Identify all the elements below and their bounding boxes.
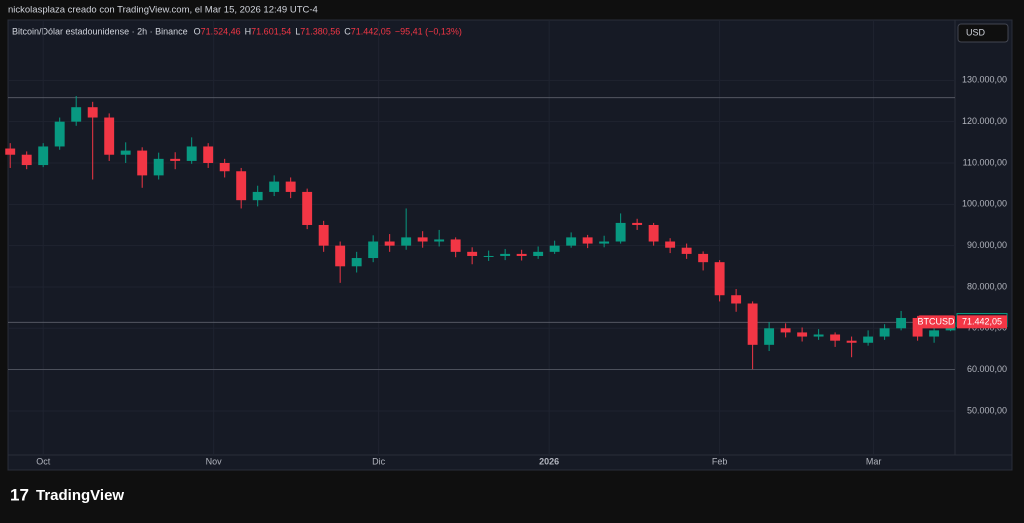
candle-body	[681, 247, 692, 254]
legend-key: H	[245, 26, 252, 36]
legend-key: C	[344, 26, 351, 36]
candle-body	[186, 146, 197, 161]
chart-panel	[7, 19, 1013, 471]
x-tick-label: Dic	[372, 456, 385, 466]
candle-body	[797, 332, 808, 337]
candle-body	[120, 150, 131, 155]
candle-body	[401, 237, 412, 246]
candle-body	[714, 262, 725, 296]
last-price-label: 71.442,05	[962, 317, 1002, 327]
y-tick-label: 50.000,00	[967, 405, 1007, 415]
currency-button[interactable]	[957, 23, 1009, 43]
candle-body	[533, 251, 544, 256]
candle-body	[615, 222, 626, 242]
candle-body	[813, 334, 824, 337]
legend-value: 71.601,54	[251, 26, 291, 36]
y-tick-label: 130.000,00	[962, 75, 1007, 85]
candle-body	[566, 237, 577, 246]
legend-value: −95,41 (−0,13%)	[395, 26, 462, 36]
y-tick-label: 100.000,00	[962, 199, 1007, 209]
candle-body	[384, 241, 395, 246]
candle-body	[104, 117, 115, 155]
candle-body	[137, 150, 148, 176]
candle-body	[896, 317, 907, 329]
y-tick-label: 120.000,00	[962, 116, 1007, 126]
candle-body	[483, 255, 494, 257]
candle-body	[731, 295, 742, 304]
x-tick-label: Mar	[866, 456, 882, 466]
candle-body	[747, 303, 758, 345]
x-tick-label: Oct	[36, 456, 51, 466]
ticker-label: BTCUSD	[917, 317, 955, 327]
candle-body	[170, 158, 181, 161]
y-tick-label: 60.000,00	[967, 364, 1007, 374]
legend-key: L	[295, 26, 300, 36]
candle-body	[929, 330, 940, 337]
y-tick-label: 110.000,00	[963, 157, 1007, 167]
candle-body	[87, 107, 98, 118]
candle-body	[285, 181, 296, 192]
legend-key: O	[194, 26, 201, 36]
candle-body	[764, 328, 775, 345]
candle-body	[434, 239, 445, 242]
candle-body	[846, 340, 857, 343]
candle-body	[863, 336, 874, 343]
y-tick-label: 90.000,00	[967, 240, 1007, 250]
candle-body	[21, 154, 32, 166]
legend-value: 71.524,46	[201, 26, 241, 36]
legend-value: 71.442,05	[351, 26, 391, 36]
candle-body	[698, 253, 709, 263]
candle-body	[335, 245, 346, 267]
candle-body	[467, 251, 478, 256]
candle-body	[219, 162, 230, 172]
candle-body	[54, 121, 65, 147]
x-tick-label: Feb	[712, 456, 728, 466]
candle-body	[5, 148, 16, 155]
candle-body	[500, 253, 511, 256]
candle-body	[71, 107, 82, 122]
candle-body	[912, 317, 923, 337]
candle-body	[450, 239, 461, 252]
candle-body	[368, 241, 379, 259]
candle-body	[648, 224, 659, 242]
candle-body	[351, 258, 362, 267]
candle-body	[549, 245, 560, 252]
ticker-tag	[918, 315, 955, 329]
legend-value: 71.380,56	[300, 26, 340, 36]
candle-body	[417, 237, 428, 242]
candle-body	[516, 253, 527, 256]
symbol: Bitcoin/Dólar estadounidense · 2h · Bina…	[12, 26, 188, 36]
logo: TradingView	[36, 487, 124, 504]
y-tick-label: 80.000,00	[967, 281, 1007, 291]
currency-label: USD	[966, 27, 986, 37]
candle-body	[318, 224, 329, 246]
header: nickolasplaza creado con TradingView.com…	[8, 5, 318, 16]
candle-body	[153, 158, 164, 176]
candle-body	[203, 146, 214, 163]
candle-body	[830, 334, 841, 341]
candle-body	[879, 328, 890, 337]
candle-body	[236, 171, 247, 201]
last-price-box	[957, 315, 1007, 329]
candle-body	[269, 181, 280, 192]
candle-body	[302, 191, 313, 225]
candle-body	[582, 237, 593, 244]
candle-body	[665, 241, 676, 248]
candle-body	[252, 191, 263, 201]
x-tick-label: 2026	[539, 456, 559, 466]
candle-body	[38, 146, 49, 166]
logo-icon: 17	[10, 485, 29, 504]
candle-body	[632, 222, 643, 225]
candle-body	[780, 328, 791, 333]
candle-body	[599, 241, 610, 244]
x-tick-label: Nov	[206, 456, 223, 466]
